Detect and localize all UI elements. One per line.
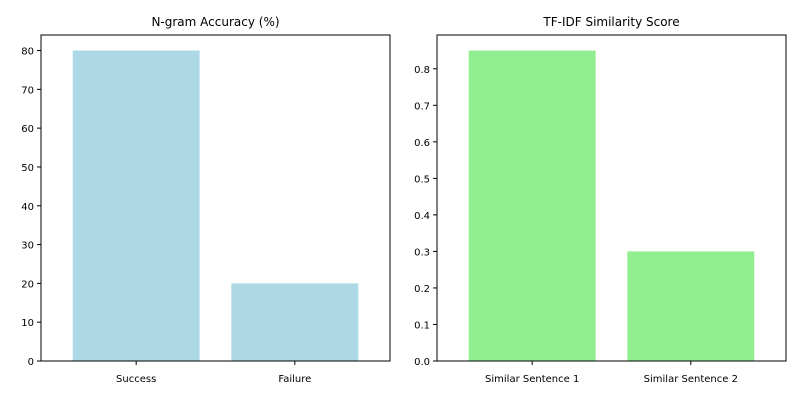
tfidf-ytick-label: 0.5 xyxy=(414,174,430,185)
tfidf-ytick-label: 0.4 xyxy=(414,211,430,222)
ngram-ytick-label: 50 xyxy=(21,163,34,174)
tfidf-xtick-label: Similar Sentence 1 xyxy=(485,374,579,385)
ngram-xtick-label: Success xyxy=(116,374,156,385)
ngram-ytick-label: 20 xyxy=(21,279,34,290)
ngram-accuracy-chart: 0 10 20 30 40 50 60 70 80 Success Failure N-gram Ac… xyxy=(21,15,391,385)
tfidf-bar-1 xyxy=(468,50,596,362)
ngram-bar-2 xyxy=(231,283,359,361)
ngram-ytick-label: 30 xyxy=(21,241,34,252)
tfidf-xtick-label: Similar Sentence 2 xyxy=(644,374,738,385)
tfidf-bar-2 xyxy=(627,251,755,361)
tfidf-ytick-label: 0.7 xyxy=(414,101,430,112)
ngram-xtick-label: Failure xyxy=(278,374,311,385)
tfidf-ytick-label: 0.0 xyxy=(414,357,430,368)
ngram-ytick-label: 10 xyxy=(21,318,34,329)
ngram-ytick-label: 60 xyxy=(21,124,34,135)
ngram-plot-frame xyxy=(40,34,391,362)
tfidf-ytick-label: 0.6 xyxy=(414,138,430,149)
ngram-ytick-label: 0 xyxy=(28,357,34,368)
tfidf-ytick-label: 0.8 xyxy=(414,65,430,76)
ngram-ytick-label: 80 xyxy=(21,47,34,58)
tfidf-similarity-chart: 0.0 0.1 0.2 0.3 0.4 0.5 0.6 0.7 0.8 Similar Sente… xyxy=(414,15,787,385)
ngram-bar-1 xyxy=(72,50,200,362)
tfidf-plot-frame xyxy=(436,34,787,362)
tfidf-ytick-label: 0.1 xyxy=(414,320,430,331)
tfidf-ytick-label: 0.2 xyxy=(414,284,430,295)
ngram-ytick-label: 70 xyxy=(21,85,34,96)
ngram-ytick-label: 40 xyxy=(21,202,34,213)
tfidf-chart-title: TF-IDF Similarity Score xyxy=(542,15,679,29)
ngram-chart-title: N-gram Accuracy (%) xyxy=(151,15,279,29)
tfidf-ytick-label: 0.3 xyxy=(414,247,430,258)
